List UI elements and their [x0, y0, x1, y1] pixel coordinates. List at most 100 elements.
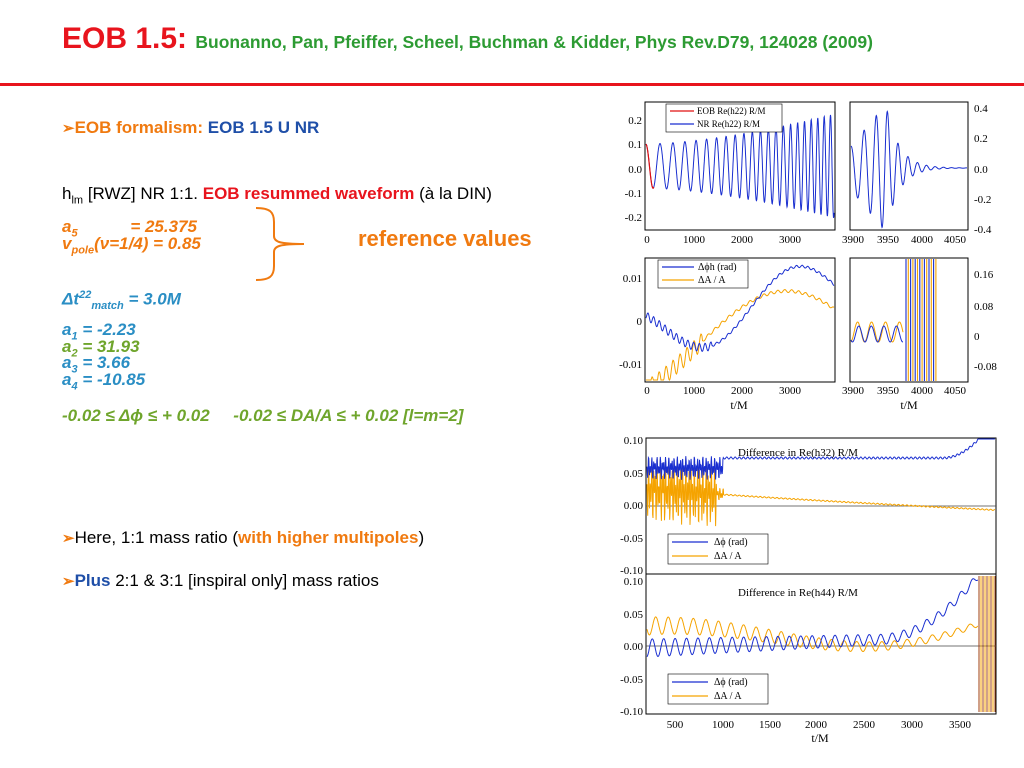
dt-val: = 3.0M — [128, 289, 181, 309]
din-text: (à la DIN) — [419, 184, 492, 203]
diff-left-series — [645, 264, 835, 381]
tick-label: 0 — [974, 331, 980, 343]
tolerance-line: -0.02 ≤ Δϕ ≤ + 0.02 -0.02 ≤ DA/A ≤ + 0.0… — [62, 406, 464, 425]
tick-label: 0.10 — [624, 435, 644, 447]
waveform-figure: 0.2 0.1 0.0 -0.1 -0.2 0 1000 2000 3000 3… — [619, 101, 997, 412]
vpole-sym: v — [62, 234, 72, 253]
tick-label: 0.16 — [974, 269, 994, 281]
curly-brace-icon — [255, 207, 305, 281]
waveform-line: hlm [RWZ] NR 1:1. EOB resummed waveform … — [62, 184, 492, 206]
tick-label: 1500 — [759, 719, 782, 731]
tick-label: 2500 — [853, 719, 876, 731]
h32-series — [646, 438, 996, 527]
phase-diff-line — [645, 264, 835, 352]
h-sub: lm — [71, 194, 84, 207]
a1-sub: 1 — [71, 330, 78, 343]
a1-val: = -2.23 — [82, 320, 136, 339]
bullet-multipoles: ➢Here, 1:1 mass ratio (with higher multi… — [62, 528, 424, 548]
tick-label: 0 — [644, 234, 650, 246]
tick-label: 0.0 — [628, 164, 642, 176]
tick-label: -0.05 — [620, 674, 643, 686]
phase-diff-line — [646, 438, 995, 480]
tick-label: 3000 — [901, 719, 924, 731]
tick-label: 1000 — [683, 385, 706, 397]
h44-frame — [645, 573, 997, 715]
tick-label: 0 — [644, 385, 650, 397]
title-reference: Buonanno, Pan, Pfeiffer, Scheel, Buchman… — [195, 32, 873, 52]
title-main: EOB 1.5: — [62, 22, 188, 55]
phase-diff-line — [646, 578, 979, 657]
a4-val: = -10.85 — [82, 370, 146, 389]
tick-label: 0.10 — [624, 576, 644, 588]
tick-label: 3900 — [842, 234, 865, 246]
tick-label: 0.0 — [974, 164, 988, 176]
title-divider — [0, 83, 1024, 86]
wave-left-series — [645, 114, 835, 218]
legend-label: EOB Re(h22) R/M — [697, 106, 766, 116]
param-a4: a4 = -10.85 — [62, 371, 145, 395]
tick-label: 4050 — [944, 385, 967, 397]
formalism-value: EOB 1.5 U NR — [207, 118, 320, 137]
tick-label: -0.2 — [625, 212, 642, 224]
legend-label: NR Re(h22) R/M — [697, 119, 760, 129]
arrow-bullet-icon: ➢ — [62, 120, 75, 137]
bullet1-post: ) — [418, 528, 425, 547]
wave-legend — [665, 103, 783, 133]
h32-title: Difference in Re(h32) R/M — [738, 447, 858, 459]
a1-sym: a — [62, 320, 72, 339]
dt-sub: match — [91, 300, 124, 313]
reference-values-label: reference values — [358, 226, 532, 251]
diff-right-series — [850, 259, 937, 381]
tick-label: -0.1 — [625, 188, 642, 200]
x-axis-label: t/M — [811, 731, 829, 745]
tick-label: 3950 — [877, 385, 900, 397]
tick-label: 0.1 — [628, 139, 642, 151]
tick-label: -0.4 — [974, 224, 992, 236]
bullet2-rest: 2:1 & 3:1 [inspiral only] mass ratios — [115, 571, 379, 590]
tick-label: 0.2 — [628, 115, 642, 127]
h44-series — [646, 576, 996, 712]
tick-label: 0.00 — [624, 641, 644, 653]
wave-right-series — [850, 110, 967, 229]
slide-title: EOB 1.5: Buonanno, Pan, Pfeiffer, Scheel… — [62, 22, 873, 56]
a4-sub: 4 — [71, 380, 78, 393]
legend-label: Δϕh (rad) — [698, 262, 737, 273]
wave-right-frame — [849, 101, 969, 231]
tick-label: -0.08 — [974, 361, 997, 373]
tick-label: 1000 — [683, 234, 706, 246]
x-axis-label: t/M — [730, 398, 748, 412]
multipole-figure: Difference in Re(h32) R/M Difference in … — [620, 435, 997, 745]
bullet2-highlight: Plus — [74, 571, 111, 590]
arrow-bullet-icon: ➢ — [62, 530, 75, 547]
tick-label: 0.08 — [974, 301, 994, 313]
tick-label: 0.05 — [624, 468, 644, 480]
tick-label: -0.01 — [619, 359, 642, 371]
tick-label: 4050 — [944, 234, 967, 246]
legend-label: ΔA / A — [698, 275, 726, 286]
h44-legend — [667, 673, 769, 705]
tick-label: 4000 — [911, 385, 934, 397]
tick-label: -0.10 — [620, 706, 643, 718]
eob-waveform-text: EOB resummed waveform — [202, 184, 415, 203]
param-vpole: vpole(ν=1/4) = 0.85 — [62, 235, 201, 259]
tick-label: -0.2 — [974, 194, 991, 206]
tick-label: 2000 — [731, 234, 754, 246]
amplitude-diff-line — [850, 321, 904, 343]
bullet-mass-ratios: ➢Plus 2:1 & 3:1 [inspiral only] mass rat… — [62, 571, 379, 591]
formalism-label: EOB formalism: — [74, 118, 204, 137]
vpole-sub: pole — [71, 244, 95, 257]
formalism-line: ➢EOB formalism: EOB 1.5 U NR — [62, 118, 319, 138]
tick-label: 2000 — [731, 385, 754, 397]
legend-label: ΔA / A — [714, 551, 742, 562]
a3-val: = 3.66 — [82, 353, 131, 372]
param-dt-match: Δt22match = 3.0M — [62, 287, 181, 315]
a5-val: = 25.375 — [130, 217, 197, 236]
wave-left-frame — [644, 101, 836, 231]
h32-legend — [667, 533, 769, 565]
tick-label: 3000 — [779, 234, 802, 246]
tick-label: 0.05 — [624, 609, 644, 621]
tick-label: 0 — [637, 316, 643, 328]
diff-left-frame — [644, 257, 836, 383]
tick-label: 0.01 — [623, 273, 642, 285]
param-a3: a3 = 3.66 — [62, 354, 130, 378]
